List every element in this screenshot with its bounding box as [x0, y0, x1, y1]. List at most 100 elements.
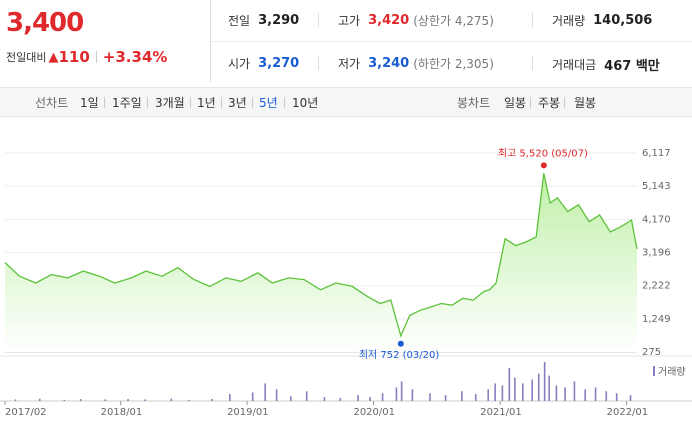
x-tick-label: 2018/01	[101, 407, 143, 418]
price-change: 전일대비 ▲ 110 +3.34%	[6, 48, 167, 66]
high-value: 3,420	[368, 13, 410, 28]
divider	[95, 51, 97, 63]
volume-bar	[104, 399, 106, 401]
volume-bar	[251, 392, 254, 401]
volume-bar	[494, 383, 496, 401]
volume-bar	[381, 393, 384, 401]
period-3m[interactable]: 3개월	[155, 96, 185, 110]
volume-bar	[537, 373, 540, 401]
volume-bar	[555, 385, 558, 401]
volume-bar	[395, 387, 398, 401]
volume-bar	[531, 379, 533, 401]
change-value: 110	[58, 48, 90, 66]
low-value: 3,240	[368, 56, 410, 71]
volume-bar	[522, 383, 524, 401]
volume-bar	[400, 381, 403, 401]
low-label: 저가	[338, 57, 361, 71]
upper-limit: (상한가 4,275)	[413, 14, 494, 28]
candle-chart-label: 봉차트	[457, 96, 491, 110]
divider	[284, 97, 285, 108]
volume-bar	[543, 362, 546, 401]
volume-bar	[564, 387, 566, 401]
volume-bar	[229, 393, 231, 401]
volume-bar	[411, 389, 414, 401]
volume-bar	[584, 389, 586, 401]
volume-bar	[605, 391, 608, 401]
volume-bar	[63, 399, 66, 401]
prev-close-label: 전일	[228, 14, 251, 28]
volume-bar	[461, 391, 463, 401]
divider	[147, 97, 148, 108]
y-tick-label: 5,143	[642, 181, 671, 192]
divider	[252, 97, 253, 108]
divider	[190, 97, 191, 108]
price-area	[5, 173, 637, 352]
candle-weekly[interactable]: 주봉	[538, 96, 561, 110]
volume-legend: 거래량	[658, 366, 686, 378]
volume-bar	[501, 385, 504, 401]
prev-close: 전일 3,290	[228, 12, 299, 29]
volume-value: 140,506	[593, 13, 653, 28]
volume-bar	[339, 397, 342, 401]
period-5y[interactable]: 5년	[259, 96, 278, 110]
volume-bar	[548, 375, 550, 401]
volume-bar	[629, 395, 632, 401]
amount-value: 467 백만	[604, 59, 660, 74]
volume-bar	[615, 393, 618, 401]
high-label: 고가	[338, 14, 361, 28]
y-tick-label: 275	[642, 347, 661, 358]
high-annotation: 최고 5,520 (05/07)	[498, 147, 588, 159]
period-3y[interactable]: 3년	[228, 96, 247, 110]
volume-legend-swatch	[653, 366, 655, 376]
x-tick-label: 2017/02	[5, 407, 47, 418]
volume-bar	[290, 396, 292, 401]
volume-bar	[474, 393, 477, 401]
divider	[221, 97, 222, 108]
y-tick-label: 6,117	[642, 148, 671, 159]
open-label: 시가	[228, 57, 251, 71]
period-1y[interactable]: 1년	[197, 96, 216, 110]
volume-bar	[211, 399, 213, 401]
x-tick-label: 2022/01	[607, 407, 649, 418]
volume-bar	[14, 399, 17, 401]
amount-info: 거래대금 467 백만	[552, 55, 660, 74]
price-summary: 3,400 전일대비 ▲ 110 +3.34%	[0, 0, 210, 80]
x-tick-label: 2020/01	[353, 407, 395, 418]
day-high: 고가 3,420 (상한가 4,275)	[338, 12, 494, 29]
divider	[318, 13, 319, 27]
period-10y[interactable]: 10년	[292, 96, 319, 110]
low-annotation: 최저 752 (03/20)	[359, 349, 440, 361]
volume-bar	[127, 399, 129, 401]
open-value: 3,270	[258, 56, 300, 71]
volume-info: 거래량 140,506	[552, 12, 652, 29]
period-1w[interactable]: 1주일	[112, 96, 142, 110]
divider	[104, 97, 105, 108]
candle-daily[interactable]: 일봉	[504, 96, 527, 110]
volume-bar	[264, 383, 266, 401]
divider	[532, 56, 533, 70]
y-tick-label: 4,170	[642, 214, 671, 225]
volume-bar	[144, 399, 146, 401]
period-1d[interactable]: 1일	[80, 96, 99, 110]
divider	[211, 41, 692, 42]
volume-bar	[429, 393, 431, 401]
volume-bar	[38, 398, 41, 401]
volume-bar	[514, 377, 516, 401]
candle-monthly[interactable]: 월봉	[574, 96, 597, 110]
change-label: 전일대비	[6, 51, 47, 64]
volume-bar	[444, 395, 447, 401]
open-price: 시가 3,270	[228, 55, 299, 72]
volume-bar	[369, 397, 371, 401]
volume-bar	[594, 387, 597, 401]
volume-bar	[508, 367, 511, 401]
prev-close-value: 3,290	[258, 13, 300, 28]
x-tick-label: 2021/01	[480, 407, 522, 418]
chart-toolbar: 선차트 1일 1주일 3개월 1년 3년 5년 10년 봉차트 일봉 주봉 월봉	[0, 87, 692, 117]
line-chart-label: 선차트	[35, 96, 69, 110]
x-tick-label: 2019/01	[227, 407, 269, 418]
volume-bar	[275, 389, 278, 401]
high-marker	[540, 162, 547, 169]
amount-label: 거래대금	[552, 58, 597, 72]
volume-bar	[170, 398, 173, 401]
